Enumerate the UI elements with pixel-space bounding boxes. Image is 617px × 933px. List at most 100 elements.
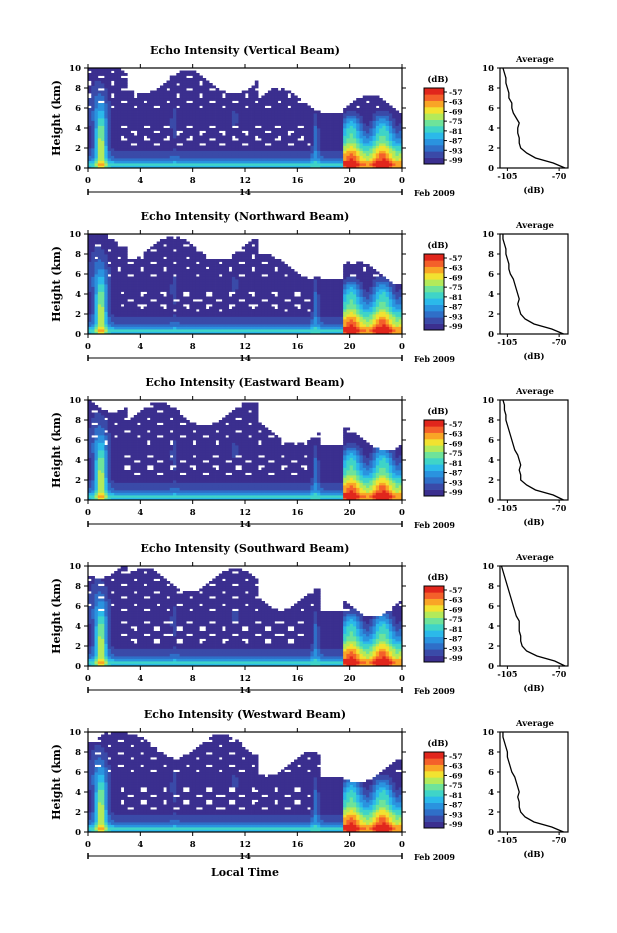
heatmap-cell bbox=[232, 131, 236, 134]
heatmap-cell bbox=[337, 133, 341, 136]
heatmap-cell bbox=[186, 299, 190, 302]
heatmap-cell bbox=[134, 284, 138, 287]
heatmap-cell bbox=[173, 101, 177, 104]
heatmap-cell bbox=[343, 126, 347, 129]
heatmap-cell bbox=[212, 329, 216, 332]
heatmap-cell bbox=[238, 98, 242, 101]
heatmap-cell bbox=[206, 297, 210, 300]
heatmap-cell bbox=[91, 324, 95, 327]
heatmap-cell bbox=[153, 163, 157, 166]
heatmap-cell bbox=[252, 297, 256, 300]
heatmap-cell bbox=[117, 312, 121, 315]
heatmap-cell bbox=[225, 121, 229, 124]
heatmap-cell bbox=[167, 93, 171, 96]
heatmap-cell bbox=[108, 151, 112, 154]
heatmap-cell bbox=[235, 279, 239, 282]
heatmap-cell bbox=[271, 279, 275, 282]
heatmap-cell bbox=[101, 136, 105, 139]
heatmap-cell bbox=[288, 151, 292, 154]
heatmap-cell bbox=[167, 262, 171, 265]
heatmap-cell bbox=[196, 302, 200, 305]
heatmap-cell bbox=[124, 329, 128, 332]
heatmap-cell bbox=[114, 108, 118, 111]
heatmap-cell bbox=[157, 111, 161, 114]
heatmap-cell bbox=[176, 257, 180, 260]
heatmap-cell bbox=[271, 133, 275, 136]
heatmap-cell bbox=[170, 96, 174, 99]
heatmap-cell bbox=[274, 302, 278, 305]
heatmap-cell bbox=[157, 91, 161, 94]
heatmap-cell bbox=[222, 307, 226, 310]
heatmap-cell bbox=[229, 141, 233, 144]
heatmap-cell bbox=[291, 138, 295, 141]
heatmap-cell bbox=[206, 314, 210, 317]
heatmap-cell bbox=[202, 259, 206, 262]
heatmap-cell bbox=[294, 116, 298, 119]
heatmap-cell bbox=[363, 138, 367, 141]
heatmap-cell bbox=[206, 264, 210, 267]
heatmap-cell bbox=[242, 98, 246, 101]
heatmap-cell bbox=[186, 91, 190, 94]
heatmap-cell bbox=[104, 274, 108, 277]
heatmap-cell bbox=[350, 138, 354, 141]
heatmap-cell bbox=[176, 329, 180, 332]
heatmap-cell bbox=[170, 121, 174, 124]
heatmap-cell bbox=[317, 156, 321, 159]
heatmap-cell bbox=[183, 118, 187, 121]
heatmap-cell bbox=[137, 113, 141, 116]
heatmap-cell bbox=[137, 141, 141, 144]
heatmap-cell bbox=[186, 123, 190, 126]
heatmap-cell bbox=[258, 262, 262, 265]
heatmap-cell bbox=[376, 123, 380, 126]
heatmap-cell bbox=[281, 93, 285, 96]
heatmap-cell bbox=[189, 71, 193, 74]
heatmap-cell bbox=[238, 161, 242, 164]
heatmap-cell bbox=[193, 282, 197, 285]
heatmap-cell bbox=[225, 93, 229, 96]
heatmap-cell bbox=[255, 141, 259, 144]
heatmap-cell bbox=[395, 158, 399, 161]
heatmap-cell bbox=[101, 249, 105, 252]
heatmap-cell bbox=[337, 146, 341, 149]
heatmap-cell bbox=[255, 148, 259, 151]
heatmap-cell bbox=[212, 111, 216, 114]
heatmap-cell bbox=[101, 267, 105, 270]
heatmap-cell bbox=[376, 151, 380, 154]
heatmap-cell bbox=[196, 113, 200, 116]
heatmap-cell bbox=[91, 96, 95, 99]
heatmap-cell bbox=[353, 156, 357, 159]
heatmap-cell bbox=[255, 314, 259, 317]
heatmap-cell bbox=[147, 292, 151, 295]
heatmap-cell bbox=[248, 93, 252, 96]
heatmap-cell bbox=[268, 282, 272, 285]
heatmap-cell bbox=[245, 163, 249, 166]
heatmap-cell bbox=[183, 88, 187, 91]
heatmap-cell bbox=[193, 272, 197, 275]
heatmap-cell bbox=[216, 146, 220, 149]
heatmap-cell bbox=[196, 141, 200, 144]
heatmap-cell bbox=[297, 121, 301, 124]
heatmap-cell bbox=[117, 146, 121, 149]
heatmap-cell bbox=[199, 292, 203, 295]
heatmap-cell bbox=[167, 319, 171, 322]
heatmap-cell bbox=[363, 98, 367, 101]
heatmap-cell bbox=[229, 279, 233, 282]
heatmap-cell bbox=[382, 151, 386, 154]
heatmap-cell bbox=[209, 153, 213, 156]
heatmap-cell bbox=[317, 138, 321, 141]
heatmap-cell bbox=[180, 151, 184, 154]
heatmap-cell bbox=[170, 133, 174, 136]
heatmap-cell bbox=[140, 322, 144, 325]
heatmap-cell bbox=[333, 123, 337, 126]
heatmap-cell bbox=[186, 274, 190, 277]
heatmap-cell bbox=[186, 71, 190, 74]
heatmap-cell bbox=[373, 158, 377, 161]
heatmap-cell bbox=[333, 143, 337, 146]
heatmap-cell bbox=[95, 307, 99, 310]
heatmap-cell bbox=[265, 148, 269, 151]
heatmap-cell bbox=[248, 282, 252, 285]
heatmap-cell bbox=[144, 133, 148, 136]
heatmap-cell bbox=[167, 312, 171, 315]
heatmap-cell bbox=[252, 262, 256, 265]
heatmap-cell bbox=[242, 103, 246, 106]
